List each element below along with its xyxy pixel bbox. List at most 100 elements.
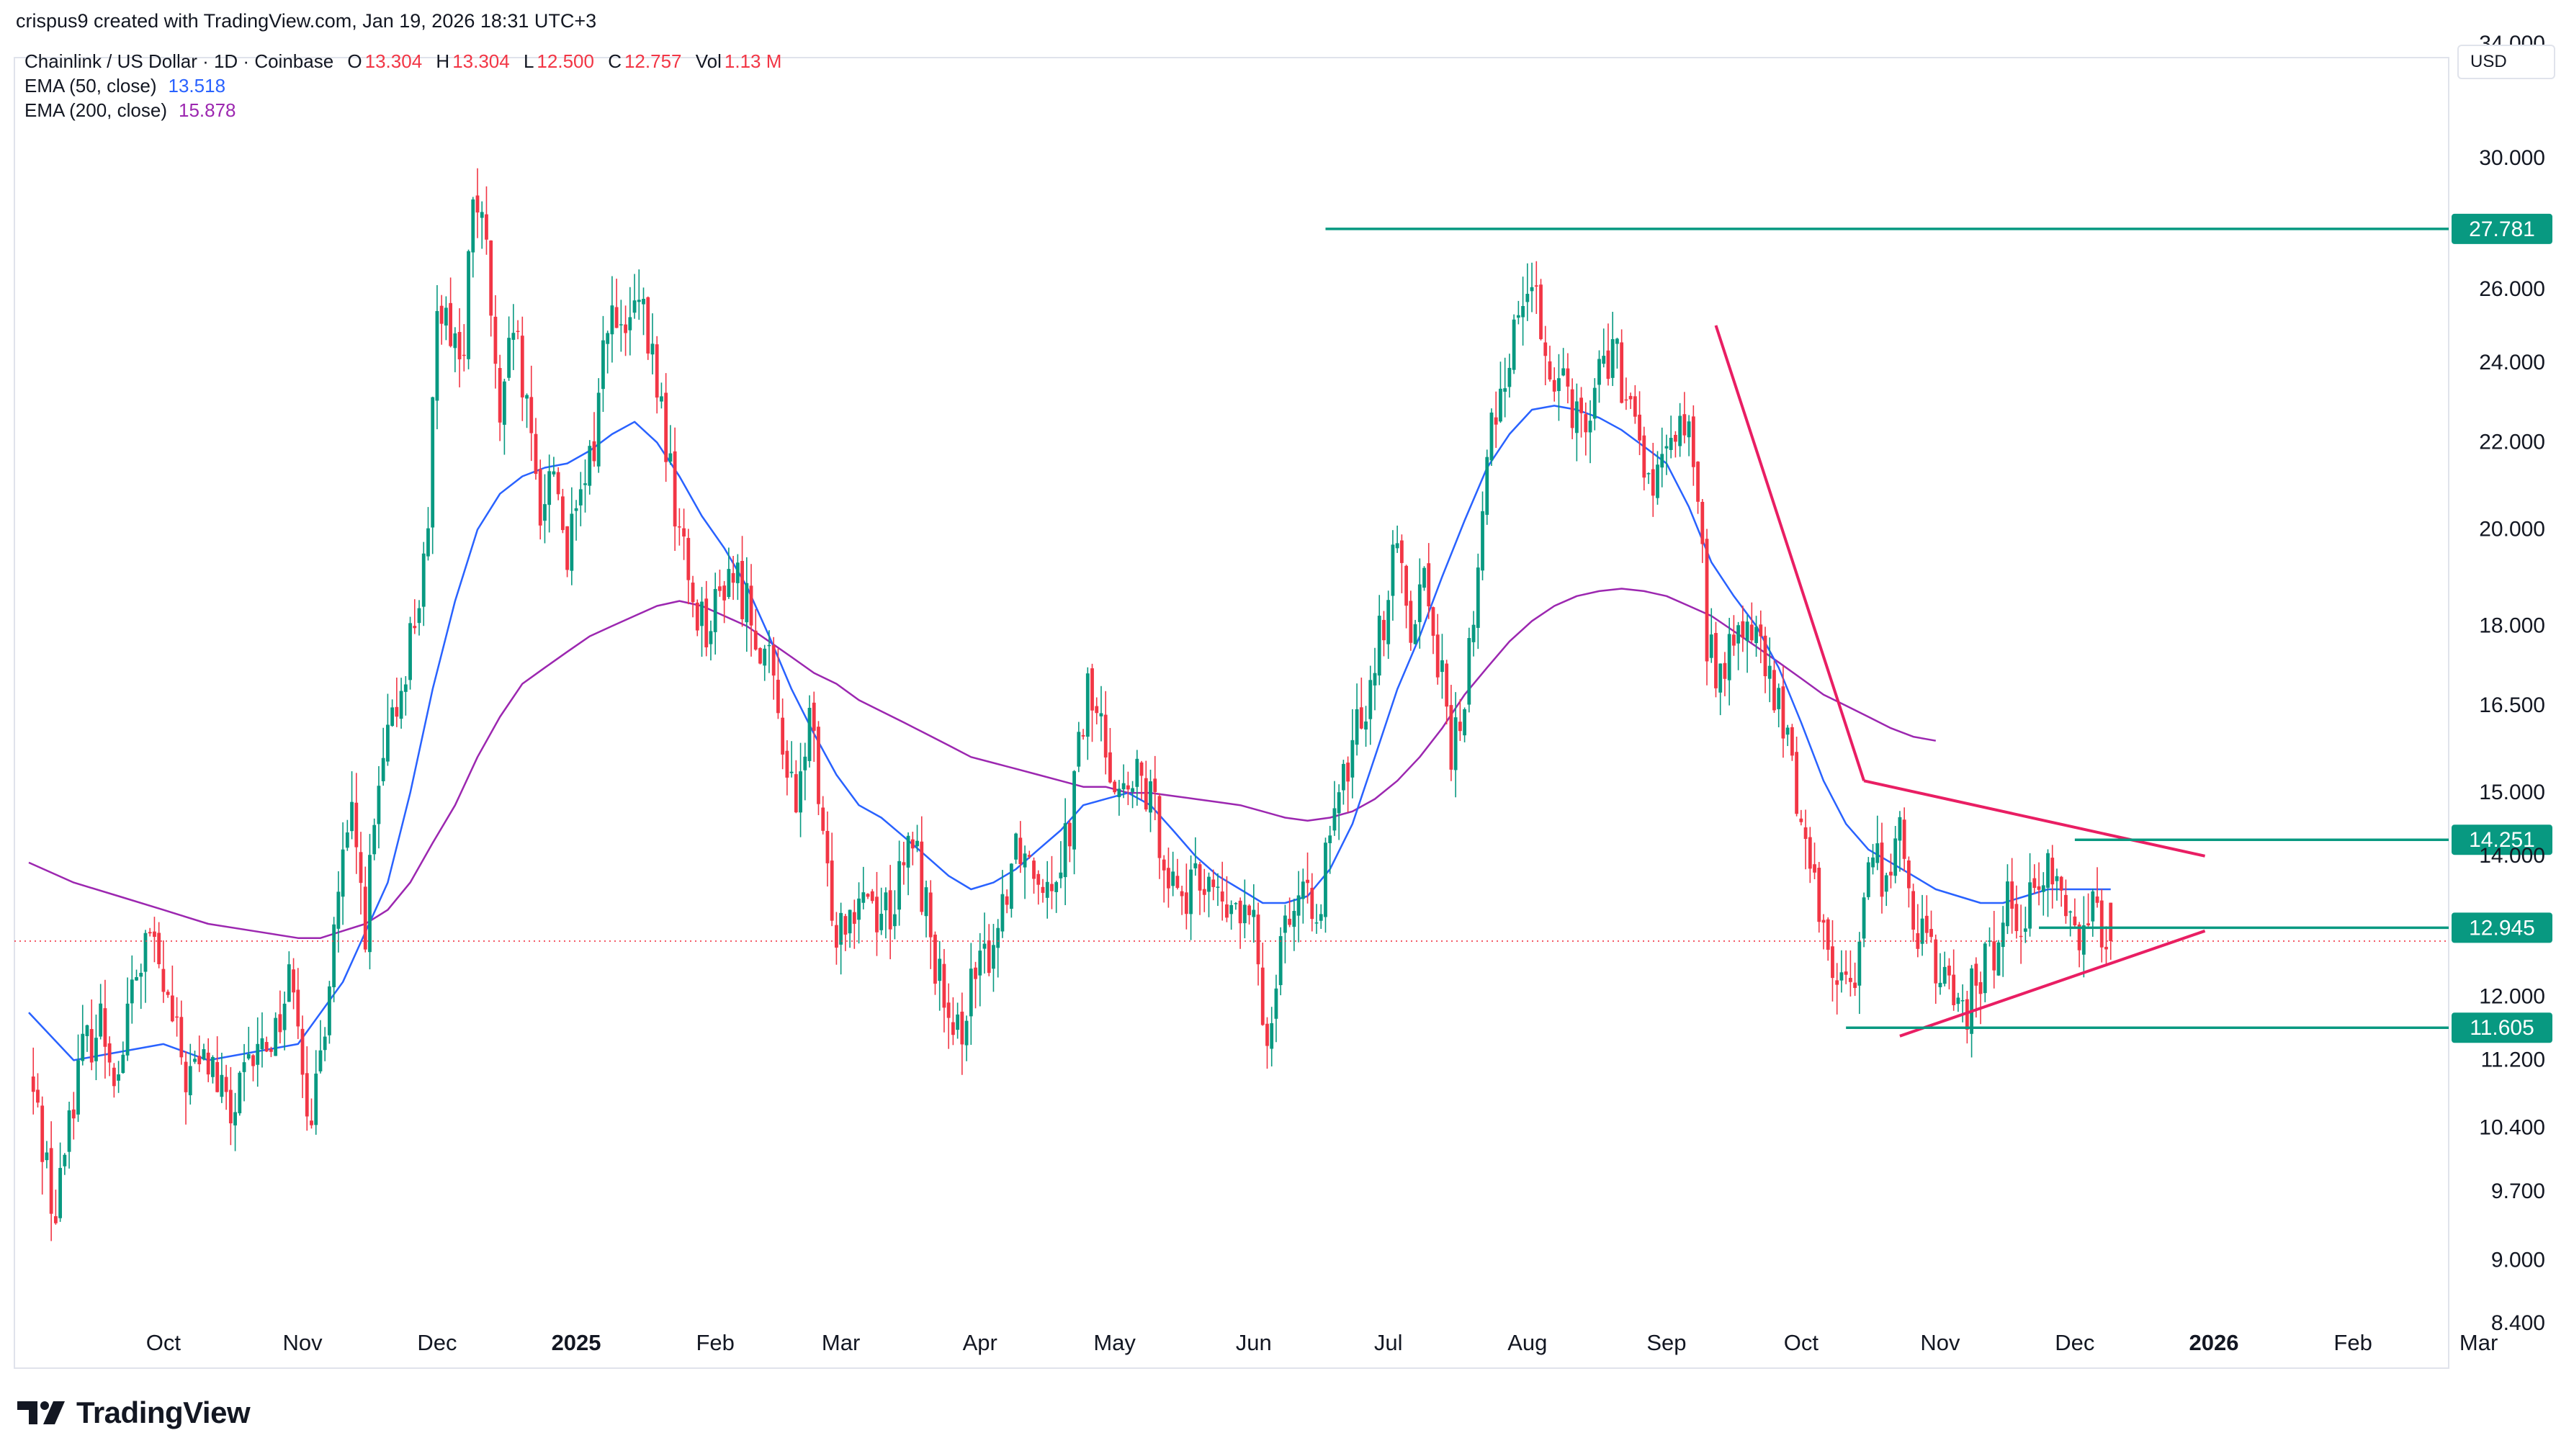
candle-body [372, 824, 377, 855]
candle-body [300, 1028, 305, 1075]
candle-body [1036, 873, 1041, 885]
candle-body [76, 1060, 80, 1115]
candle-body [1741, 621, 1745, 638]
candle-body [381, 758, 385, 781]
candle-body [63, 1154, 67, 1167]
candle-body [1350, 740, 1355, 778]
y-tick-label: 9.700 [2491, 1179, 2545, 1203]
candle-body [1893, 838, 1898, 876]
candle-body [395, 706, 399, 717]
candle-body [1620, 342, 1624, 403]
y-tick-label: 11.200 [2480, 1048, 2545, 1071]
candle-body [1499, 388, 1502, 422]
candle-body [1332, 808, 1337, 831]
candle-body [1691, 416, 1695, 467]
symbol-title[interactable]: Chainlink / US Dollar · 1D · Coinbase [24, 50, 334, 72]
candle-body [2023, 928, 2027, 932]
currency-selector[interactable]: USD [2457, 45, 2555, 79]
ema50-legend[interactable]: EMA (50, close) 13.518 [24, 75, 225, 97]
price-axis[interactable]: 34.00030.00026.00024.00022.00020.00018.0… [2479, 32, 2545, 1335]
close-label: C [608, 50, 622, 72]
candle-body [336, 891, 341, 929]
candle-body [58, 1167, 63, 1218]
candle-body [1530, 287, 1534, 292]
candle-body [179, 1017, 184, 1058]
candle-body [2032, 878, 2037, 889]
ema50-label: EMA (50, close) [24, 75, 157, 96]
candle-body [915, 840, 919, 847]
candle-body [1857, 941, 1862, 986]
candle-body [987, 940, 991, 974]
candle-body [1135, 758, 1139, 787]
y-tick-label: 9.000 [2491, 1248, 2545, 1272]
candle-body [49, 1148, 53, 1214]
candle-body [1902, 819, 1906, 859]
candle-body [1875, 843, 1880, 863]
candle-body [1404, 565, 1409, 606]
candle-body [1942, 966, 1947, 984]
candle-body [525, 395, 529, 399]
candle-body [1054, 882, 1059, 892]
candle-body [897, 860, 902, 910]
candle-body [1646, 473, 1651, 475]
candle-body [166, 992, 170, 995]
y-tick-label: 22.000 [2479, 430, 2545, 454]
candle-body [1050, 884, 1054, 891]
candle-body [664, 392, 668, 462]
candle-body [1328, 835, 1332, 843]
candle-body [1162, 859, 1166, 871]
chart-credit: crispus9 created with TradingView.com, J… [16, 10, 597, 32]
candle-body [1167, 868, 1170, 889]
candle-body [1449, 705, 1453, 770]
candle-body [2081, 925, 2086, 955]
candle-body [318, 1050, 323, 1071]
candle-body [1027, 855, 1031, 857]
tradingview-logo[interactable]: TradingView [16, 1396, 251, 1430]
candle-body [1045, 881, 1049, 898]
candle-body [974, 967, 977, 979]
candle-body [143, 933, 148, 972]
candle-body [511, 333, 516, 340]
y-tick-label: 24.000 [2479, 351, 2545, 374]
candle-body [1574, 401, 1579, 433]
ema50-value: 13.518 [168, 75, 226, 96]
candle-body [1377, 616, 1381, 676]
candle-body [758, 648, 762, 664]
candle-body [1916, 933, 1920, 949]
candle-body [1427, 563, 1431, 607]
candle-body [1395, 543, 1399, 549]
candle-body [1638, 414, 1641, 441]
y-tick-label: 26.000 [2479, 277, 2545, 301]
candle-body [1476, 567, 1480, 628]
level-tag [2452, 213, 2552, 244]
candle-body [421, 553, 426, 607]
candle-body [1727, 634, 1731, 680]
candle-body [1256, 915, 1260, 965]
candle-body [1947, 966, 1951, 976]
level-tag-label: 27.781 [2469, 217, 2535, 241]
ema200-layer [28, 588, 1937, 939]
candle-body [830, 860, 834, 921]
candle-body [807, 707, 812, 761]
candle-body [233, 1112, 237, 1125]
candle-body [978, 951, 982, 976]
time-axis[interactable]: Oct Nov Dec 2025 Feb Mar Apr May Jun Jul Aug Sep Oct… [146, 1330, 2498, 1355]
candle-body [1485, 457, 1489, 515]
candle-body [121, 1054, 125, 1074]
candle-body [982, 943, 987, 949]
candle-body [902, 862, 906, 866]
candle-body [892, 914, 897, 927]
candle-body [1813, 864, 1816, 873]
candle-body [1633, 396, 1637, 417]
ema200-legend[interactable]: EMA (200, close) 15.878 [24, 99, 236, 122]
candle-body [552, 471, 556, 475]
candle-body [278, 1014, 282, 1033]
candle-body [1494, 417, 1498, 425]
candle-body [1242, 904, 1247, 924]
candle-body [1382, 619, 1386, 641]
candle-body [1288, 918, 1292, 925]
candle-body [153, 931, 156, 938]
candle-body [695, 602, 699, 631]
